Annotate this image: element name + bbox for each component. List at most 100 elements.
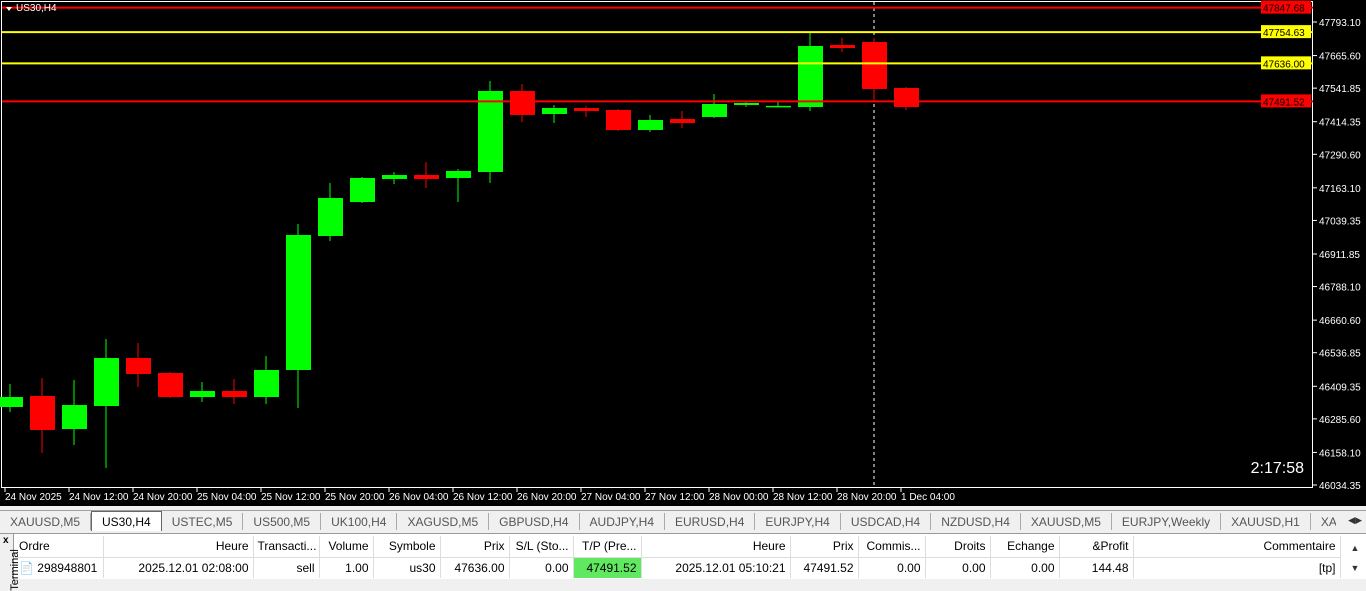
tab-xauusd-m5[interactable]: XAUUSD,M5	[1021, 513, 1112, 530]
price-level-tag	[1261, 56, 1311, 70]
table-header-row: Ordre Heure Transacti... Volume Symbole Prix S…	[15, 536, 1341, 558]
scrollbar[interactable]: ▲ ▼	[1346, 538, 1364, 578]
x-tick-label: 24 Nov 20:00	[133, 492, 193, 503]
tab-nzdusd-h4[interactable]: NZDUSD,H4	[931, 513, 1021, 530]
candle-body	[254, 369, 279, 398]
candle-body	[574, 108, 599, 112]
scroll-up-icon[interactable]: ▲	[1350, 543, 1360, 553]
y-tick-label: 47793.10	[1319, 18, 1361, 29]
candle-body	[862, 42, 887, 89]
order-document-icon: 📄	[19, 560, 38, 575]
tab-xauusd-h1[interactable]: XAUUSD,H1	[1221, 513, 1311, 530]
tab-audjpy-h4[interactable]: AUDJPY,H4	[580, 513, 666, 530]
dropdown-triangle-icon[interactable]	[6, 6, 12, 11]
column-header[interactable]: Droits	[925, 536, 991, 558]
candlestick-chart[interactable]: 47793.10 47665.60 47541.85 47414.35 47290.60…	[0, 0, 1366, 506]
tab-xauusd-h1[interactable]: XAUUSD,H1	[1311, 513, 1336, 530]
column-header[interactable]: Heure	[641, 536, 791, 558]
price-level-tag	[1261, 0, 1311, 14]
y-tick-label: 47039.35	[1319, 216, 1361, 227]
tab-uk100-h4[interactable]: UK100,H4	[321, 513, 398, 530]
x-tick-label: 24 Nov 2025	[5, 492, 62, 503]
table-cell: 2025.12.01 05:10:21	[641, 557, 791, 578]
x-tick-label: 26 Nov 20:00	[517, 492, 577, 503]
table-cell: 1.00	[319, 557, 374, 578]
column-header[interactable]: Commentaire	[1133, 536, 1341, 558]
tab-strip: XAUUSD,M5 US30,H4 USTEC,M5 US500,M5 UK100,H4…	[0, 511, 1336, 532]
tab-gbpusd-h4[interactable]: GBPUSD,H4	[489, 513, 580, 530]
candle-body	[446, 171, 471, 178]
x-tick-label: 1 Dec 04:00	[901, 492, 955, 503]
tab-ustec-m5[interactable]: USTEC,M5	[162, 513, 244, 530]
column-header[interactable]: &Profit	[1059, 536, 1134, 558]
column-header[interactable]: S/L (Sto...	[509, 536, 574, 558]
column-header[interactable]: Volume	[319, 536, 374, 558]
tab-eurjpy-h4[interactable]: EURJPY,H4	[755, 513, 841, 530]
tab-xauusd-m5[interactable]: XAUUSD,M5	[0, 513, 92, 530]
candle-body	[830, 45, 855, 49]
candle-body	[638, 120, 663, 130]
tab-scroll-arrows-icon[interactable]: ◀▶	[1338, 515, 1362, 526]
x-tick-label: 26 Nov 04:00	[389, 492, 449, 503]
candle-body	[734, 103, 759, 106]
x-tick-label: 25 Nov 12:00	[261, 492, 321, 503]
column-header[interactable]: Transacti...	[253, 536, 320, 558]
table-cell: 0.00	[858, 557, 926, 578]
chart-symbol-label: US30,H4	[16, 3, 57, 14]
price-level-label: 47847.68	[1263, 4, 1305, 15]
table-cell: 144.48	[1059, 557, 1134, 578]
tab-us500-m5[interactable]: US500,M5	[243, 513, 322, 530]
y-tick-label: 46409.35	[1319, 382, 1361, 393]
candle-body	[62, 405, 87, 430]
chart-title[interactable]: US30,H4	[6, 3, 57, 14]
price-level-tag	[1261, 25, 1311, 39]
tab-xagusd-m5[interactable]: XAGUSD,M5	[397, 513, 490, 530]
candle-body	[798, 46, 823, 108]
candle-body	[318, 197, 343, 237]
column-header[interactable]: Heure	[103, 536, 254, 558]
order-id: 298948801	[37, 560, 98, 575]
x-tick-label: 25 Nov 04:00	[197, 492, 257, 503]
tab-usdcad-h4[interactable]: USDCAD,H4	[841, 513, 932, 530]
column-header[interactable]: Symbole	[373, 536, 441, 558]
candle-body	[606, 110, 631, 130]
table-cell: 2025.12.01 02:08:00	[103, 557, 254, 578]
candle-countdown-timer: 2:17:58	[1250, 460, 1304, 477]
x-tick-label: 28 Nov 12:00	[773, 492, 833, 503]
y-tick-label: 47414.35	[1319, 118, 1361, 129]
column-header[interactable]: Echange	[990, 536, 1060, 558]
column-header[interactable]: Prix	[440, 536, 510, 558]
terminal-panel: x Terminal Ordre Heure Transacti... Volume S…	[0, 533, 1366, 591]
column-header[interactable]: Ordre	[15, 536, 104, 558]
price-chart[interactable]: 47793.10 47665.60 47541.85 47414.35 47290.60…	[0, 0, 1366, 506]
chart-tabs: XAUUSD,M5 US30,H4 USTEC,M5 US500,M5 UK100,H4…	[0, 510, 1366, 531]
y-tick-label: 46285.60	[1319, 415, 1361, 426]
column-header[interactable]: Commis...	[858, 536, 926, 558]
table-cell: sell	[253, 557, 320, 578]
y-tick-label: 47290.60	[1319, 150, 1361, 161]
y-tick-label: 46788.10	[1319, 283, 1361, 294]
tab-eurusd-h4[interactable]: EURUSD,H4	[665, 513, 756, 530]
tab-eurjpy-weekly[interactable]: EURJPY,Weekly	[1112, 513, 1222, 530]
column-header[interactable]: T/P (Pre...	[573, 536, 642, 558]
candle-body	[30, 396, 55, 430]
candle-body	[158, 372, 183, 398]
table-cell: 0.00	[990, 557, 1060, 578]
tab-us30-h4[interactable]: US30,H4	[91, 511, 162, 531]
x-tick-label: 26 Nov 12:00	[453, 492, 513, 503]
candle-body	[190, 391, 215, 398]
candle-body	[286, 234, 311, 370]
x-tick-label: 28 Nov 20:00	[837, 492, 897, 503]
y-tick-label: 46911.85	[1319, 250, 1360, 261]
y-tick-label: 47541.85	[1319, 84, 1361, 95]
candle-body	[766, 105, 791, 108]
table-cell: 47491.52	[790, 557, 859, 578]
scroll-down-icon[interactable]: ▼	[1350, 563, 1360, 573]
x-tick-label: 28 Nov 00:00	[709, 492, 769, 503]
column-header[interactable]: Prix	[790, 536, 859, 558]
table-row[interactable]: 📄 298948801 2025.12.01 02:08:00 sell 1.00 us…	[15, 557, 1341, 578]
table-cell: 📄 298948801	[15, 557, 104, 578]
close-icon[interactable]: x	[3, 535, 9, 546]
table-cell: us30	[373, 557, 441, 578]
x-tick-label: 25 Nov 20:00	[325, 492, 385, 503]
